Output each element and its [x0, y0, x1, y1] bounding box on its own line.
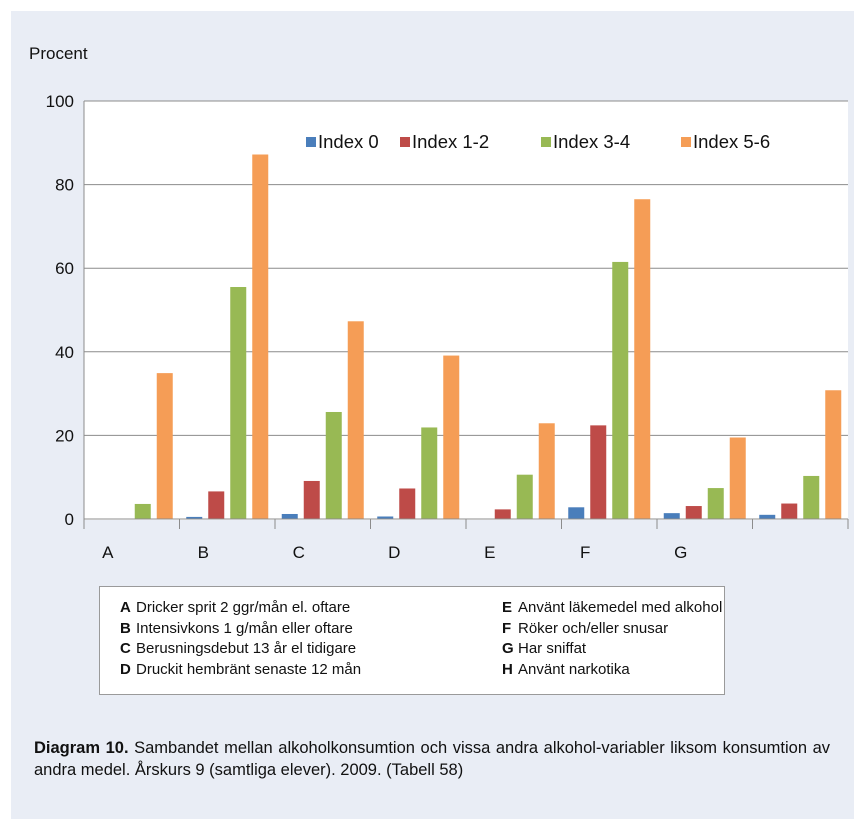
bar-index-3-4-G [707, 488, 724, 519]
bar-index-0-G [663, 513, 680, 519]
key-text: Intensivkons 1 g/mån eller oftare [136, 619, 353, 637]
bar-index-0-cat7 [759, 514, 776, 519]
bar-index-3-4-D [421, 427, 438, 519]
bar-index-1-2-cat7 [781, 503, 798, 519]
bar-index-0-B [186, 516, 203, 519]
x-tick-label: F [580, 543, 590, 562]
legend-label: Index 1-2 [412, 131, 489, 152]
key-text: Använt narkotika [518, 660, 630, 678]
bar-index-0-D [377, 516, 394, 519]
key-letter: E [502, 599, 513, 616]
bar-index-1-2-E [494, 509, 511, 519]
key-letter: C [120, 640, 131, 657]
x-tick-label: D [388, 543, 400, 562]
bar-index-5-6-A [156, 373, 173, 519]
caption-text: Sambandet mellan alkoholkonsumtion och v… [34, 739, 830, 779]
caption-title: Diagram 10. [34, 739, 129, 757]
bar-index-1-2-G [685, 506, 702, 519]
key-letter: H [502, 660, 513, 678]
bar-index-1-2-D [399, 488, 416, 519]
bar-index-5-6-B [252, 154, 269, 519]
bar-index-3-4-F [612, 261, 629, 519]
key-text: Dricker sprit 2 ggr/mån el. oftare [136, 599, 351, 616]
y-tick-labels: 0 20 40 60 80 100 [46, 92, 74, 529]
category-key: A Dricker sprit 2 ggr/mån el. oftare B Inte… [99, 586, 725, 695]
key-text: Använt läkemedel med alkohol [518, 599, 723, 616]
bar-index-3-4-cat7 [803, 475, 820, 519]
bar-index-0-F [568, 507, 585, 519]
key-item: E Använt läkemedel med alkohol [502, 598, 722, 619]
key-item: H Använt narkotika [502, 660, 722, 681]
bar-index-5-6-G [729, 437, 746, 519]
key-letter: D [120, 660, 131, 678]
axes [83, 101, 849, 529]
key-letter: G [502, 640, 514, 657]
bar-index-3-4-C [325, 411, 342, 519]
key-letter: F [502, 619, 512, 637]
category-key-left: A Dricker sprit 2 ggr/mån el. oftare B Inte… [120, 598, 361, 680]
x-tick-label: C [293, 543, 305, 562]
legend-swatch [681, 137, 691, 147]
gridlines [84, 100, 848, 436]
key-text: Druckit hembränt senaste 12 mån [136, 660, 362, 678]
bar-index-0-C [281, 513, 298, 519]
key-text: Har sniffat [518, 640, 587, 657]
bar-index-5-6-cat7 [825, 390, 842, 519]
key-item: F Röker och/eller snusar [502, 619, 722, 640]
x-tick-label: B [198, 543, 209, 562]
figure-caption: Diagram 10. Sambandet mellan alkoholkons… [34, 737, 830, 781]
bar-index-3-4-E [516, 474, 533, 519]
legend-label: Index 0 [318, 131, 379, 152]
bar-index-5-6-E [538, 423, 555, 519]
x-tick-label: A [102, 543, 114, 562]
bar-index-5-6-D [443, 355, 460, 519]
y-tick-label: 100 [46, 92, 74, 111]
bar-index-1-2-B [208, 491, 225, 519]
x-tick-label: E [484, 543, 495, 562]
legend-label: Index 3-4 [553, 131, 630, 152]
legend-swatch [306, 137, 316, 147]
bars [134, 154, 842, 520]
y-tick-label: 60 [55, 259, 74, 278]
y-tick-label: 80 [55, 176, 74, 195]
legend-swatch [400, 137, 410, 147]
bar-index-3-4-B [230, 287, 247, 519]
bar-index-1-2-F [590, 425, 607, 519]
key-item: D Druckit hembränt senaste 12 mån [120, 660, 361, 681]
y-tick-label: 20 [55, 426, 74, 445]
x-tick-labels: A B C D E F G [102, 543, 687, 562]
key-item: C Berusningsdebut 13 år el tidigare [120, 639, 361, 660]
y-tick-label: 0 [65, 510, 74, 529]
key-text: Röker och/eller snusar [518, 619, 669, 637]
legend-swatch [541, 137, 551, 147]
plot-area [84, 101, 848, 520]
bar-index-3-4-A [134, 503, 151, 519]
key-item: G Har sniffat [502, 639, 722, 660]
x-tick-label: G [674, 543, 687, 562]
key-text: Berusningsdebut 13 år el tidigare [136, 640, 357, 657]
key-letter: A [120, 599, 131, 616]
bar-index-5-6-F [634, 199, 651, 520]
bar-index-1-2-C [303, 480, 320, 519]
key-item: A Dricker sprit 2 ggr/mån el. oftare [120, 598, 361, 619]
key-item: B Intensivkons 1 g/mån eller oftare [120, 619, 361, 640]
legend-label: Index 5-6 [693, 131, 770, 152]
y-tick-label: 40 [55, 343, 74, 362]
y-axis-label: Procent [29, 44, 88, 63]
bar-index-5-6-C [347, 321, 364, 519]
category-key-right: E Använt läkemedel med alkohol F Röker och/… [502, 598, 722, 680]
key-letter: B [120, 619, 131, 637]
legend: Index 0 Index 1-2 Index 3-4 Index 5-6 [306, 131, 770, 152]
